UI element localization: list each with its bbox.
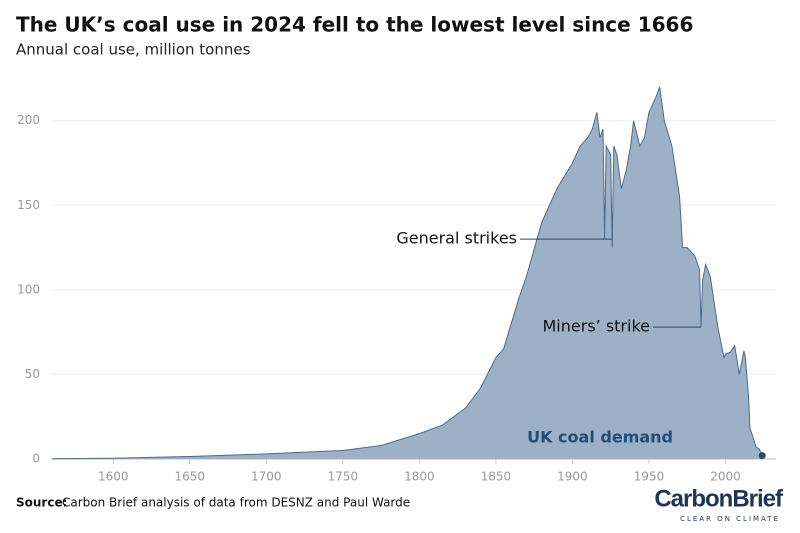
x-tick-label: 1950 — [634, 470, 665, 484]
annotation: Miners’ strike — [543, 317, 651, 336]
y-tick-label: 100 — [17, 282, 40, 296]
x-tick-label: 1700 — [251, 470, 282, 484]
line — [51, 86, 763, 460]
x-tick-label: 1900 — [557, 470, 588, 484]
y-tick-label: 0 — [32, 452, 40, 466]
series-label: UK coal demand — [527, 428, 673, 447]
x-tick-label: 2000 — [710, 470, 741, 484]
end-point — [758, 452, 766, 460]
chart-title: The UK’s coal use in 2024 fell to the lo… — [16, 13, 693, 37]
area — [52, 86, 763, 460]
y-tick-label: 200 — [17, 113, 40, 127]
y-tick-label: 50 — [25, 367, 40, 381]
logo: CarbonBrief — [654, 485, 784, 512]
source-label: Source: — [16, 496, 67, 510]
x-tick-label: 1750 — [328, 470, 359, 484]
source: Carbon Brief analysis of data from DESNZ… — [62, 496, 410, 510]
chart-subtitle: Annual coal use, million tonnes — [16, 41, 251, 59]
annotation: General strikes — [396, 229, 517, 248]
x-tick-label: 1850 — [481, 470, 512, 484]
x-tick-label: 1800 — [404, 470, 435, 484]
y-tick-label: 150 — [17, 198, 40, 212]
x-tick-label: 1600 — [98, 470, 129, 484]
logo-tagline: CLEAR ON CLIMATE — [680, 515, 780, 523]
x-tick-label: 1650 — [174, 470, 205, 484]
